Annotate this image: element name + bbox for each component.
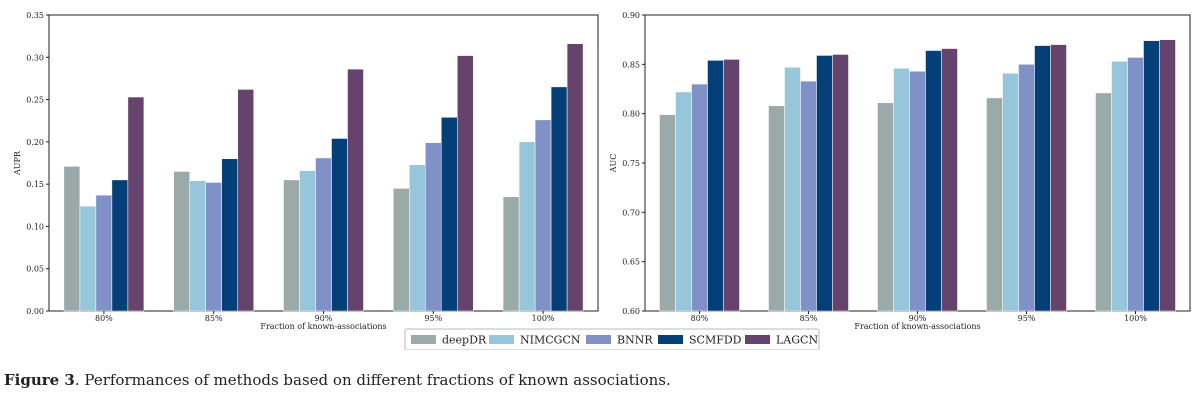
aupr-bar-nimcgcn-100pct (518, 141, 536, 312)
aupr-bar-lagcn-80pct (127, 96, 145, 312)
auc-y-tick-label: 0.85 (622, 60, 640, 69)
aupr-bar-deepdr-85pct (173, 171, 190, 312)
legend-swatch-lagcn (745, 335, 770, 344)
aupr-bar-lagcn-90pct (347, 68, 364, 312)
aupr-bar-bnnr-90pct (315, 157, 332, 312)
legend-swatch-deepdr (411, 335, 436, 344)
auc-bar-lagcn-80pct (723, 59, 740, 312)
auc-x-tick-label: 100% (1124, 314, 1147, 323)
aupr-bar-nimcgcn-80pct (79, 205, 97, 312)
legend-label-nimcgcn: NIMCGCN (520, 334, 581, 347)
auc-bar-deepdr-80pct (659, 114, 676, 312)
auc-y-tick-label: 0.60 (622, 307, 640, 316)
figure-caption: Figure 3. Performances of methods based … (4, 371, 671, 389)
auc-y-tick-label: 0.70 (622, 208, 640, 217)
auc-y-tick-label: 0.65 (622, 258, 640, 267)
aupr-bar-deepdr-90pct (283, 179, 300, 312)
auc-bar-bnnr-100pct (1127, 57, 1144, 312)
legend-label-scmfdd: SCMFDD (689, 334, 742, 347)
auc-bar-nimcgcn-85pct (784, 67, 801, 312)
aupr-x-tick-label: 85% (205, 314, 223, 323)
auc-y-tick-label: 0.90 (622, 11, 640, 20)
aupr-bar-lagcn-85pct (237, 89, 254, 312)
auc-x-tick-label: 90% (909, 314, 927, 323)
aupr-bar-bnnr-85pct (205, 182, 222, 312)
auc-bar-scmfdd-80pct (707, 60, 724, 312)
auc-bar-deepdr-95pct (986, 97, 1003, 312)
aupr-bar-scmfdd-80pct (111, 179, 129, 312)
aupr-bar-nimcgcn-90pct (299, 170, 316, 312)
auc-bar-bnnr-95pct (1018, 64, 1035, 312)
aupr-y-tick-label: 0.05 (26, 265, 44, 274)
aupr-y-tick-label: 0.20 (26, 138, 44, 147)
aupr-y-tick-label: 0.35 (26, 11, 44, 20)
aupr-chart: 0.00 0.05 0.10 0.15 0.20 0.25 0.30 0.35 80% 85% 90… (13, 11, 599, 331)
legend-swatch-scmfdd (658, 335, 683, 344)
aupr-bar-scmfdd-95pct (441, 117, 458, 312)
aupr-y-tick-label: 0.00 (26, 307, 44, 316)
auc-bar-bnnr-85pct (800, 80, 817, 312)
aupr-bar-scmfdd-90pct (331, 138, 348, 312)
auc-bar-scmfdd-90pct (925, 50, 942, 312)
auc-bar-scmfdd-85pct (816, 55, 833, 312)
aupr-x-axis-label: Fraction of known-associations (260, 322, 386, 331)
figure: 0.00 0.05 0.10 0.15 0.20 0.25 0.30 0.35 80% 85% 90… (13, 11, 1191, 350)
aupr-x-tick-label: 95% (424, 314, 442, 323)
aupr-y-tick-label: 0.15 (26, 180, 44, 189)
auc-bar-scmfdd-95pct (1034, 45, 1051, 312)
aupr-bar-bnnr-80pct (95, 194, 113, 312)
aupr-bar-nimcgcn-85pct (189, 180, 206, 312)
aupr-bar-scmfdd-85pct (221, 158, 238, 312)
aupr-y-axis-label: AUPR (13, 150, 22, 176)
auc-x-tick-label: 80% (691, 314, 709, 323)
auc-bar-scmfdd-100pct (1143, 40, 1160, 312)
legend-swatch-nimcgcn (489, 335, 514, 344)
caption-text: . Performances of methods based on diffe… (74, 371, 671, 389)
auc-y-tick-label: 0.80 (622, 110, 640, 119)
auc-bar-nimcgcn-80pct (675, 91, 692, 312)
aupr-bar-deepdr-80pct (63, 166, 81, 312)
aupr-bar-scmfdd-100pct (550, 86, 568, 312)
aupr-bar-deepdr-95pct (393, 188, 410, 312)
auc-bar-nimcgcn-100pct (1111, 61, 1128, 312)
auc-bar-nimcgcn-95pct (1002, 72, 1019, 312)
legend-label-deepdr: deepDR (442, 334, 487, 347)
auc-x-tick-label: 85% (800, 314, 818, 323)
legend-box (404, 328, 820, 350)
legend-label-bnnr: BNNR (617, 334, 653, 347)
auc-x-axis-label: Fraction of known-associations (854, 322, 980, 331)
aupr-y-tick-label: 0.30 (26, 53, 44, 62)
auc-y-tick-label: 0.75 (622, 159, 640, 168)
aupr-bar-nimcgcn-95pct (409, 164, 426, 312)
legend-label-lagcn: LAGCN (776, 334, 818, 347)
auc-x-tick-label: 95% (1018, 314, 1036, 323)
auc-bar-bnnr-90pct (909, 70, 926, 312)
caption-label: Figure 3 (4, 371, 75, 389)
aupr-x-tick-label: 90% (315, 314, 333, 323)
legend: deepDR NIMCGCN BNNR SCMFDD LAGCN (404, 328, 820, 350)
aupr-bar-bnnr-95pct (425, 142, 442, 312)
auc-bar-lagcn-95pct (1050, 44, 1067, 312)
aupr-bar-lagcn-100pct (566, 43, 584, 312)
auc-y-axis-label: AUC (609, 154, 618, 174)
aupr-y-tick-label: 0.10 (26, 222, 44, 231)
aupr-x-tick-label: 80% (95, 314, 113, 323)
aupr-x-tick-label: 100% (532, 314, 555, 323)
auc-bar-nimcgcn-90pct (893, 68, 910, 312)
aupr-bar-bnnr-100pct (534, 119, 552, 312)
auc-bar-bnnr-80pct (691, 83, 708, 312)
auc-bar-deepdr-100pct (1095, 92, 1112, 312)
auc-bar-deepdr-90pct (877, 102, 894, 312)
auc-bar-deepdr-85pct (768, 105, 785, 312)
legend-swatch-bnnr (586, 335, 611, 344)
auc-bar-lagcn-100pct (1159, 39, 1176, 312)
auc-bar-lagcn-85pct (832, 54, 849, 312)
auc-bar-lagcn-90pct (941, 48, 958, 312)
aupr-bar-lagcn-95pct (457, 55, 474, 312)
auc-chart: 0.60 0.65 0.70 0.75 0.80 0.85 0.90 80% 85% 90% 95%… (609, 11, 1191, 331)
aupr-y-tick-label: 0.25 (26, 96, 44, 105)
aupr-bar-deepdr-100pct (502, 196, 520, 312)
